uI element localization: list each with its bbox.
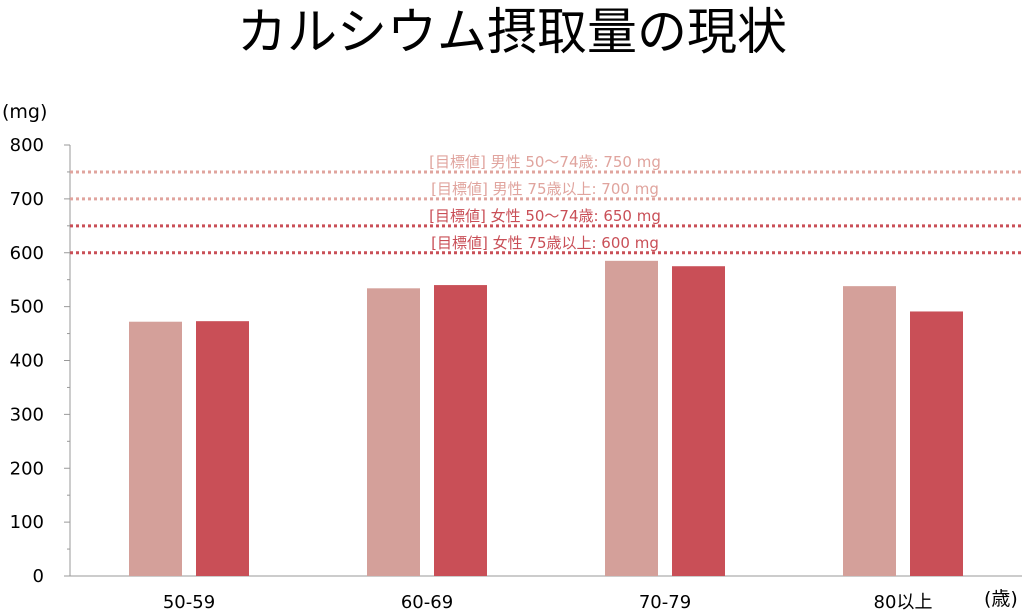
target-line-label: [目標値] 女性 75歳以上: 600 mg (431, 234, 659, 252)
y-tick-label: 700 (10, 189, 44, 210)
y-tick-label: 600 (10, 243, 44, 264)
target-lines: [目標値] 男性 50〜74歳: 750 mg [目標値] 男性 75歳以上: 7… (70, 153, 1022, 255)
bar (910, 311, 963, 576)
y-tick-label: 200 (10, 458, 44, 479)
y-tick-label: 800 (10, 135, 44, 156)
bar (605, 260, 658, 576)
bar (129, 321, 182, 576)
x-tick-labels: 50-59 60-69 70-79 80以上 (163, 592, 933, 613)
target-line-label: [目標値] 男性 50〜74歳: 750 mg (429, 153, 661, 171)
chart-title: カルシウム摂取量の現状 (237, 3, 787, 61)
bar (843, 286, 896, 576)
y-tick-label: 400 (10, 351, 44, 372)
y-axis-unit-label: (mg) (2, 101, 47, 123)
x-tick-label: 60-69 (401, 592, 453, 613)
y-tick-label: 0 (33, 566, 44, 587)
target-line-label: [目標値] 男性 75歳以上: 700 mg (431, 180, 659, 198)
axes: 0 100 200 300 400 500 600 700 800 (10, 135, 1022, 587)
y-tick-label: 100 (10, 512, 44, 533)
target-line-label: [目標値] 女性 50〜74歳: 650 mg (429, 207, 661, 225)
x-tick-label: 50-59 (163, 592, 215, 613)
y-tick-label: 500 (10, 297, 44, 318)
bar (196, 321, 249, 576)
x-axis-unit-label: (歳) (984, 588, 1018, 610)
bar (672, 266, 725, 576)
x-tick-label: 70-79 (639, 592, 691, 613)
y-tick-label: 300 (10, 404, 44, 425)
bar (434, 285, 487, 576)
x-tick-label: 80以上 (874, 592, 933, 613)
bar (367, 288, 420, 576)
bars (129, 260, 963, 576)
